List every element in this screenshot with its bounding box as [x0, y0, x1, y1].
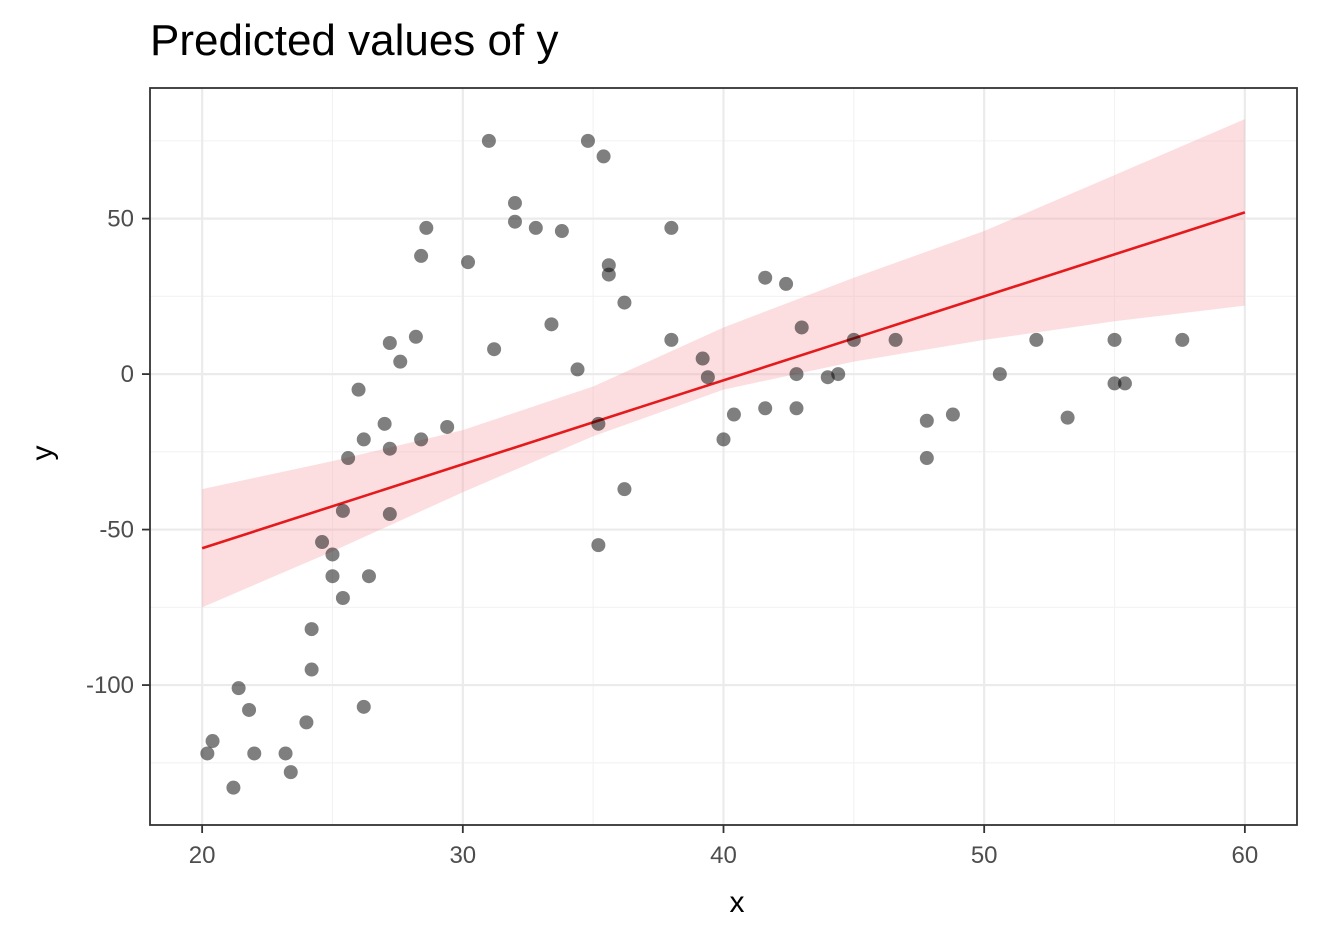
data-point: [700, 370, 715, 385]
x-tick-label: 40: [710, 842, 737, 869]
x-axis: 20 30 40 50 60: [189, 825, 1258, 869]
data-point: [414, 432, 429, 447]
confidence-band-layer: [202, 119, 1245, 608]
data-point: [304, 662, 319, 677]
chart-title: Predicted values of y: [150, 16, 558, 65]
data-point: [591, 416, 606, 431]
data-point: [283, 765, 298, 780]
y-axis: -100 -50 0 50: [86, 206, 150, 699]
data-point: [382, 507, 397, 522]
grid-lines: [150, 88, 1297, 825]
data-point: [341, 451, 356, 466]
data-point: [351, 382, 366, 397]
data-point: [356, 699, 371, 714]
data-point: [1029, 332, 1044, 347]
data-point: [570, 362, 585, 377]
data-point: [992, 367, 1007, 382]
data-point: [226, 780, 241, 795]
y-tick-label: -50: [99, 517, 134, 544]
data-point: [507, 214, 522, 229]
data-point: [919, 451, 934, 466]
y-axis-title: y: [26, 446, 59, 461]
data-point: [919, 413, 934, 428]
data-point: [544, 317, 559, 332]
data-point: [408, 329, 423, 344]
y-tick-label: 50: [107, 206, 134, 233]
data-point: [789, 367, 804, 382]
data-point: [335, 590, 350, 605]
data-point: [247, 746, 262, 761]
data-point: [789, 401, 804, 416]
data-point: [356, 432, 371, 447]
data-point: [664, 220, 679, 235]
data-point: [487, 342, 502, 357]
data-point: [580, 133, 595, 148]
data-point: [278, 746, 293, 761]
data-point: [361, 569, 376, 584]
data-point: [846, 332, 861, 347]
data-point: [335, 503, 350, 518]
data-point: [758, 270, 773, 285]
data-point: [617, 482, 632, 497]
confidence-band: [202, 119, 1245, 608]
data-point: [325, 547, 340, 562]
data-point: [382, 335, 397, 350]
data-point: [200, 746, 215, 761]
data-point: [831, 367, 846, 382]
fit-line-layer: [201, 211, 1246, 550]
data-point: [507, 196, 522, 211]
data-point: [231, 681, 246, 696]
data-point: [382, 441, 397, 456]
data-point: [554, 224, 569, 239]
x-tick-label: 30: [449, 842, 476, 869]
data-point: [596, 149, 611, 164]
data-point: [419, 220, 434, 235]
data-point: [377, 416, 392, 431]
data-point: [414, 248, 429, 263]
data-point: [591, 538, 606, 553]
data-point: [481, 133, 496, 148]
data-point: [1117, 376, 1132, 391]
data-point: [726, 407, 741, 422]
data-point: [299, 715, 314, 730]
data-point: [1107, 376, 1122, 391]
y-tick-label: -100: [86, 672, 134, 699]
x-axis-title: x: [730, 886, 745, 919]
x-tick-label: 20: [189, 842, 216, 869]
data-point: [1175, 332, 1190, 347]
data-point: [888, 332, 903, 347]
points-layer: [200, 133, 1190, 795]
data-point: [716, 432, 731, 447]
data-point: [758, 401, 773, 416]
x-tick-label: 60: [1232, 842, 1259, 869]
data-point: [528, 220, 543, 235]
data-point: [601, 267, 616, 282]
data-point: [664, 332, 679, 347]
data-point: [1060, 410, 1075, 425]
data-point: [461, 255, 476, 270]
data-point: [242, 702, 257, 717]
data-point: [304, 622, 319, 637]
data-point: [205, 734, 220, 749]
data-point: [617, 295, 632, 310]
data-point: [1107, 332, 1122, 347]
data-point: [393, 354, 408, 369]
fit-line: [201, 211, 1246, 550]
data-point: [779, 276, 794, 291]
data-point: [945, 407, 960, 422]
y-tick-label: 0: [121, 361, 134, 388]
data-point: [695, 351, 710, 366]
x-tick-label: 50: [971, 842, 998, 869]
data-point: [794, 320, 809, 335]
data-point: [325, 569, 340, 584]
data-point: [440, 419, 455, 434]
data-point: [315, 535, 330, 550]
